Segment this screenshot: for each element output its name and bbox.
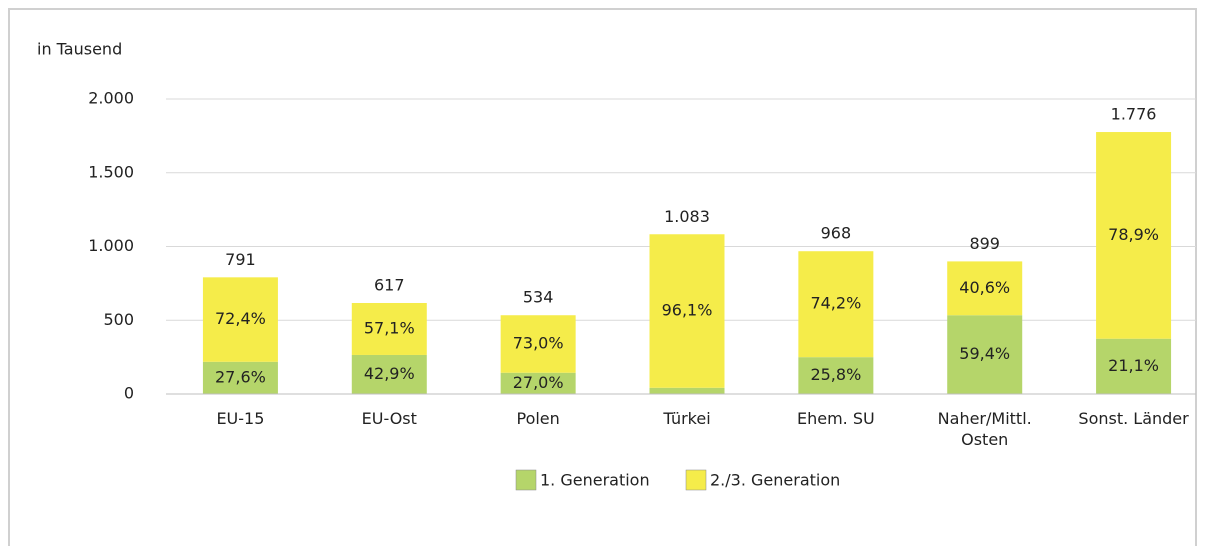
total-label: 617 — [374, 275, 405, 294]
total-label: 968 — [821, 224, 852, 243]
legend-label: 1. Generation — [540, 471, 650, 490]
bar-segment — [202, 277, 278, 362]
y-tick-label: 2.000 — [88, 89, 134, 108]
x-tick-label: Naher/Mittl. Osten — [937, 409, 1032, 449]
bar-segment — [798, 357, 874, 394]
y-axis-label: in Tausend — [37, 40, 122, 59]
value-label: 57,1% — [364, 318, 415, 337]
total-label: 534 — [523, 288, 554, 307]
y-tick-label: 1.500 — [88, 162, 134, 181]
x-tick-label: Ehem. SU — [796, 409, 875, 428]
total-label: 1.776 — [1111, 105, 1157, 124]
value-label: 59,4% — [959, 344, 1010, 363]
bar-segment — [351, 302, 427, 355]
bar-segment — [500, 372, 576, 394]
frame — [8, 8, 1197, 546]
value-label: 21,1% — [1108, 356, 1159, 375]
bar-segment — [1096, 132, 1172, 339]
bar-segment — [351, 354, 427, 394]
bar-segment — [1096, 338, 1172, 394]
bar-segment — [947, 261, 1023, 316]
total-label: 791 — [225, 250, 256, 269]
bar-segment — [500, 315, 576, 373]
y-tick-label: 1.000 — [88, 236, 134, 255]
bar-segment — [649, 234, 725, 388]
x-tick-label: Türkei — [663, 409, 711, 428]
y-tick-label: 0 — [124, 384, 134, 403]
total-label: 899 — [969, 234, 1000, 253]
value-label: 96,1% — [662, 301, 713, 320]
legend-label: 2./3. Generation — [710, 471, 840, 490]
value-label: 78,9% — [1108, 225, 1159, 244]
x-tick-label: Sonst. Länder — [1078, 409, 1189, 428]
value-label: 25,8% — [810, 365, 861, 384]
value-label: 73,0% — [513, 333, 564, 352]
bar-segment — [202, 361, 278, 394]
value-label: 27,6% — [215, 367, 266, 386]
legend-swatch — [515, 469, 537, 491]
total-label: 1.083 — [664, 207, 710, 226]
x-tick-label: EU-Ost — [361, 409, 417, 428]
legend-swatch — [685, 469, 707, 491]
x-tick-label: EU-15 — [216, 409, 265, 428]
bar-segment — [649, 387, 725, 394]
x-tick-label: Polen — [516, 409, 560, 428]
value-label: 72,4% — [215, 309, 266, 328]
value-label: 42,9% — [364, 364, 415, 383]
bar-segment — [798, 251, 874, 358]
value-label: 40,6% — [959, 278, 1010, 297]
bar-segment — [947, 315, 1023, 394]
value-label: 27,0% — [513, 373, 564, 392]
y-tick-label: 500 — [103, 310, 134, 329]
value-label: 74,2% — [810, 294, 861, 313]
